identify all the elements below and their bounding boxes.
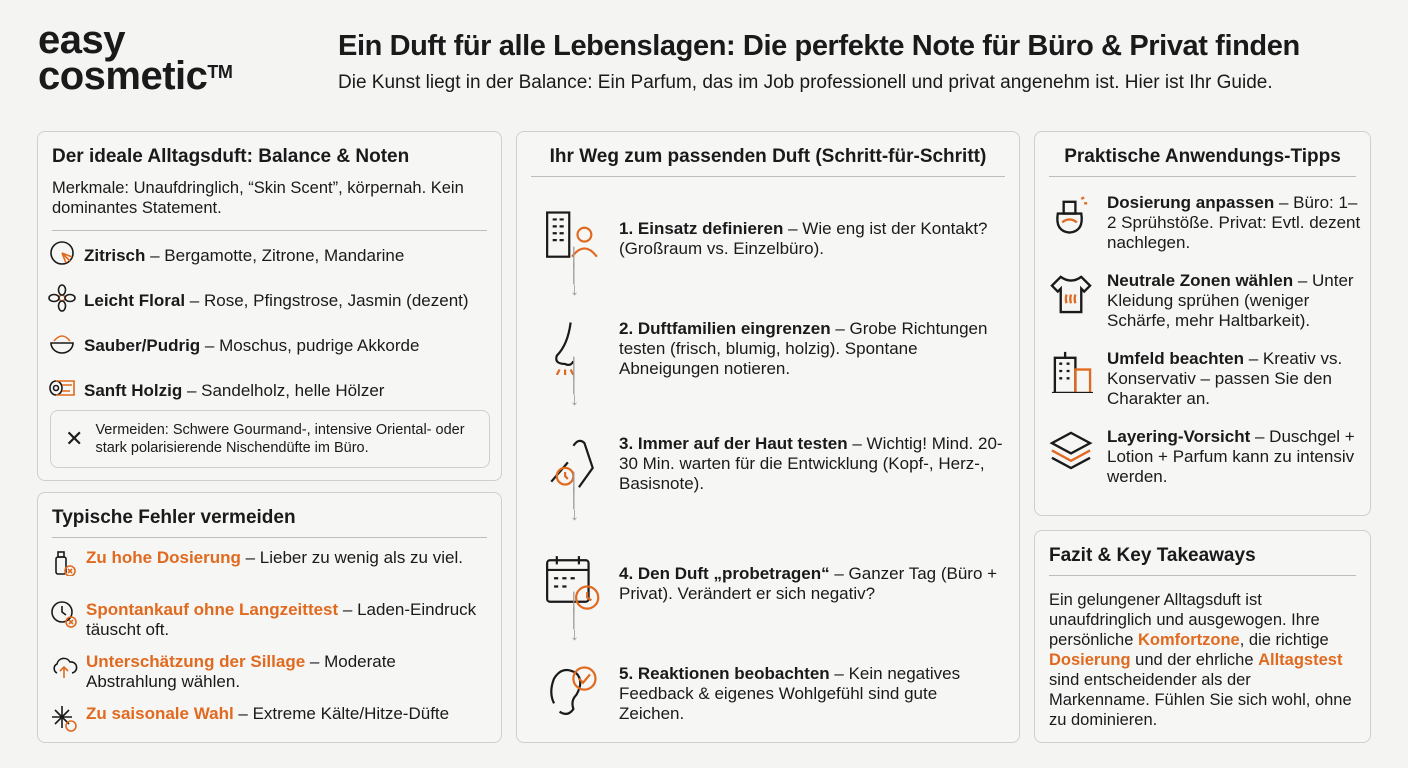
list-item: Zu hohe Dosierung – Lieber zu wenig als … [50, 548, 489, 588]
balance-intro: Merkmale: Unaufdringlich, “Skin Scent”, … [52, 178, 487, 231]
step-item: 4. Den Duft „probetragen“ – Ganzer Tag (… [543, 552, 1003, 615]
avoid-text: Vermeiden: Schwere Gourmand-, intensive … [95, 422, 465, 456]
panel-title: Praktische Anwendungs-Tipps [1049, 146, 1356, 177]
panel-title: Der ideale Alltagsduft: Balance & Noten [52, 146, 410, 167]
steps-panel: Ihr Weg zum passenden Duft (Schritt-für-… [516, 131, 1020, 743]
calendar-clock-icon [543, 552, 601, 615]
panel-title: Fazit & Key Takeaways [1049, 545, 1356, 576]
avoid-box: ✕ Vermeiden: Schwere Gourmand-, intensiv… [50, 410, 490, 468]
step-item: 1. Einsatz definieren – Wie eng ist der … [543, 207, 1003, 270]
arrow-down-icon: │ │ ↓ [569, 357, 581, 409]
summary-text: Ein gelungener Alltagsduft ist unaufdrin… [1049, 591, 1352, 729]
list-item: Sauber/Pudrig – Moschus, pudrige Akkorde [48, 329, 491, 362]
balance-panel: Der ideale Alltagsduft: Balance & Noten … [37, 131, 502, 481]
list-item: Umfeld beachten – Kreativ vs. Konservati… [1049, 349, 1364, 409]
list-item: Leicht Floral – Rose, Pfingstrose, Jasmi… [48, 284, 491, 317]
x-icon: ✕ [65, 426, 84, 451]
mistakes-panel: Typische Fehler vermeiden Zu hohe Dosier… [37, 492, 502, 743]
snowflake-sun-icon [50, 704, 78, 737]
powder-icon [48, 329, 76, 362]
arrow-down-icon: │ │ ↓ [569, 472, 581, 524]
perfume-bottle-icon [1049, 193, 1093, 242]
list-item: Spontankauf ohne Langzeittest – Laden-Ei… [50, 600, 489, 640]
step-item: 3. Immer auf der Haut testen – Wichtig! … [543, 432, 1003, 495]
arrow-down-icon: │ │ ↓ [569, 592, 581, 644]
list-item: Layering-Vorsicht – Duschgel + Lotion + … [1049, 427, 1364, 487]
brand-logo: easy cosmeticTM [38, 18, 233, 98]
panel-title: Typische Fehler vermeiden [52, 507, 487, 538]
tips-panel: Praktische Anwendungs-Tipps Dosierung an… [1034, 131, 1371, 516]
summary-panel: Fazit & Key Takeaways Ein gelungener All… [1034, 530, 1371, 743]
page-subtitle: Die Kunst liegt in der Balance: Ein Parf… [338, 72, 1273, 93]
office-person-icon [543, 207, 601, 270]
page-title: Ein Duft für alle Lebenslagen: Die perfe… [338, 30, 1300, 62]
list-item: Unterschätzung der Sillage – Moderate Ab… [50, 652, 489, 692]
wood-log-icon [48, 374, 76, 407]
cloud-up-icon [50, 652, 78, 685]
tshirt-icon [1049, 271, 1093, 320]
nose-icon [543, 317, 601, 380]
list-item: Sanft Holzig – Sandelholz, helle Hölzer [48, 374, 491, 407]
flower-icon [48, 284, 76, 317]
step-item: 5. Reaktionen beobachten – Kein negative… [543, 662, 1003, 725]
wrist-watch-icon [543, 432, 601, 495]
ear-check-icon [543, 662, 601, 725]
step-item: 2. Duftfamilien eingrenzen – Grobe Richt… [543, 317, 1003, 380]
clock-x-icon [50, 600, 78, 633]
list-item: Dosierung anpassen – Büro: 1–2 Sprühstöß… [1049, 193, 1364, 253]
list-item: Zu saisonale Wahl – Extreme Kälte/Hitze-… [50, 704, 489, 744]
citrus-icon [48, 239, 76, 272]
list-item: Zitrisch – Bergamotte, Zitrone, Mandarin… [48, 239, 491, 272]
layers-icon [1049, 427, 1093, 476]
list-item: Neutrale Zonen wählen – Unter Kleidung s… [1049, 271, 1364, 331]
panel-title: Ihr Weg zum passenden Duft (Schritt-für-… [531, 146, 1005, 177]
spray-bottle-x-icon [50, 548, 78, 581]
arrow-down-icon: │ │ ↓ [569, 247, 581, 299]
buildings-icon [1049, 349, 1093, 398]
